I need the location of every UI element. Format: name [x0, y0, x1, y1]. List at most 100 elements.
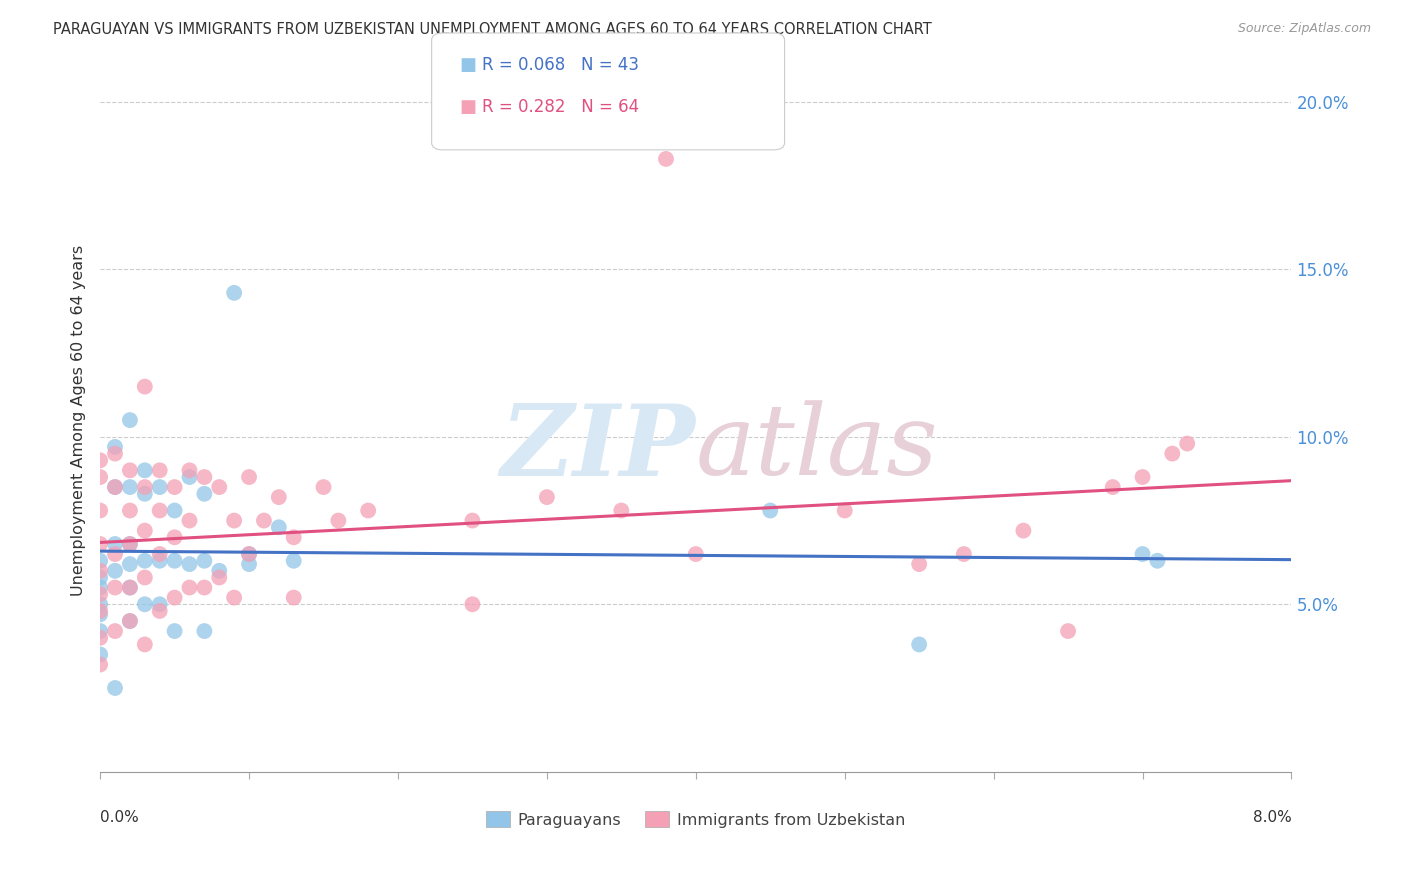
Point	[208, 480, 231, 494]
Legend: Paraguayans, Immigrants from Uzbekistan: Paraguayans, Immigrants from Uzbekistan	[479, 805, 912, 834]
Point	[193, 624, 215, 638]
Point	[89, 597, 111, 611]
Point	[193, 581, 215, 595]
Point	[208, 564, 231, 578]
Point	[104, 440, 127, 454]
Text: PARAGUAYAN VS IMMIGRANTS FROM UZBEKISTAN UNEMPLOYMENT AMONG AGES 60 TO 64 YEARS : PARAGUAYAN VS IMMIGRANTS FROM UZBEKISTAN…	[53, 22, 932, 37]
Point	[118, 537, 141, 551]
Point	[149, 463, 172, 477]
Point	[134, 524, 156, 538]
Point	[149, 554, 172, 568]
Text: atlas: atlas	[696, 401, 939, 496]
Point	[89, 604, 111, 618]
Point	[283, 530, 305, 544]
Point	[193, 470, 215, 484]
Point	[134, 570, 156, 584]
Point	[536, 490, 558, 504]
Point	[908, 557, 931, 571]
Point	[134, 463, 156, 477]
Point	[104, 624, 127, 638]
Point	[134, 379, 156, 393]
Point	[208, 570, 231, 584]
Point	[118, 413, 141, 427]
Point	[104, 537, 127, 551]
Text: R = 0.282   N = 64: R = 0.282 N = 64	[482, 98, 640, 116]
Point	[104, 480, 127, 494]
Point	[163, 624, 186, 638]
Point	[104, 447, 127, 461]
Point	[134, 597, 156, 611]
Point	[118, 503, 141, 517]
Point	[118, 614, 141, 628]
Point	[104, 547, 127, 561]
Point	[267, 490, 290, 504]
Point	[1101, 480, 1123, 494]
Point	[89, 657, 111, 672]
Point	[1175, 436, 1198, 450]
Point	[89, 581, 111, 595]
Point	[118, 581, 141, 595]
Point	[357, 503, 380, 517]
Point	[312, 480, 335, 494]
Point	[89, 587, 111, 601]
Point	[461, 597, 484, 611]
Point	[89, 537, 111, 551]
Point	[134, 554, 156, 568]
Point	[238, 557, 260, 571]
Point	[118, 463, 141, 477]
Point	[149, 547, 172, 561]
Point	[283, 591, 305, 605]
Point	[149, 597, 172, 611]
Y-axis label: Unemployment Among Ages 60 to 64 years: Unemployment Among Ages 60 to 64 years	[72, 244, 86, 596]
Point	[163, 554, 186, 568]
Point	[89, 564, 111, 578]
Point	[89, 453, 111, 467]
Point	[685, 547, 707, 561]
Text: 8.0%: 8.0%	[1253, 810, 1292, 825]
Point	[224, 591, 246, 605]
Point	[104, 564, 127, 578]
Point	[283, 554, 305, 568]
Point	[1132, 547, 1154, 561]
Point	[104, 480, 127, 494]
Point	[953, 547, 976, 561]
Point	[610, 503, 633, 517]
Point	[118, 480, 141, 494]
Text: 0.0%: 0.0%	[100, 810, 139, 825]
Point	[163, 591, 186, 605]
Point	[163, 530, 186, 544]
Point	[149, 604, 172, 618]
Point	[134, 487, 156, 501]
Point	[1146, 554, 1168, 568]
Point	[118, 537, 141, 551]
Text: R = 0.068   N = 43: R = 0.068 N = 43	[482, 56, 640, 74]
Point	[193, 554, 215, 568]
Text: ■: ■	[460, 56, 477, 74]
Point	[908, 637, 931, 651]
Point	[89, 503, 111, 517]
Point	[118, 614, 141, 628]
Point	[328, 514, 350, 528]
Point	[89, 648, 111, 662]
Point	[253, 514, 276, 528]
Point	[759, 503, 782, 517]
Point	[89, 631, 111, 645]
Point	[118, 581, 141, 595]
Point	[163, 503, 186, 517]
Point	[238, 547, 260, 561]
Point	[89, 624, 111, 638]
Point	[118, 557, 141, 571]
Point	[1012, 524, 1035, 538]
Text: ■: ■	[460, 98, 477, 116]
Point	[179, 463, 201, 477]
Point	[149, 503, 172, 517]
Point	[461, 514, 484, 528]
Point	[134, 480, 156, 494]
Text: Source: ZipAtlas.com: Source: ZipAtlas.com	[1237, 22, 1371, 36]
Point	[179, 581, 201, 595]
Point	[89, 607, 111, 622]
Point	[267, 520, 290, 534]
Point	[104, 681, 127, 695]
Point	[655, 152, 678, 166]
Point	[179, 514, 201, 528]
